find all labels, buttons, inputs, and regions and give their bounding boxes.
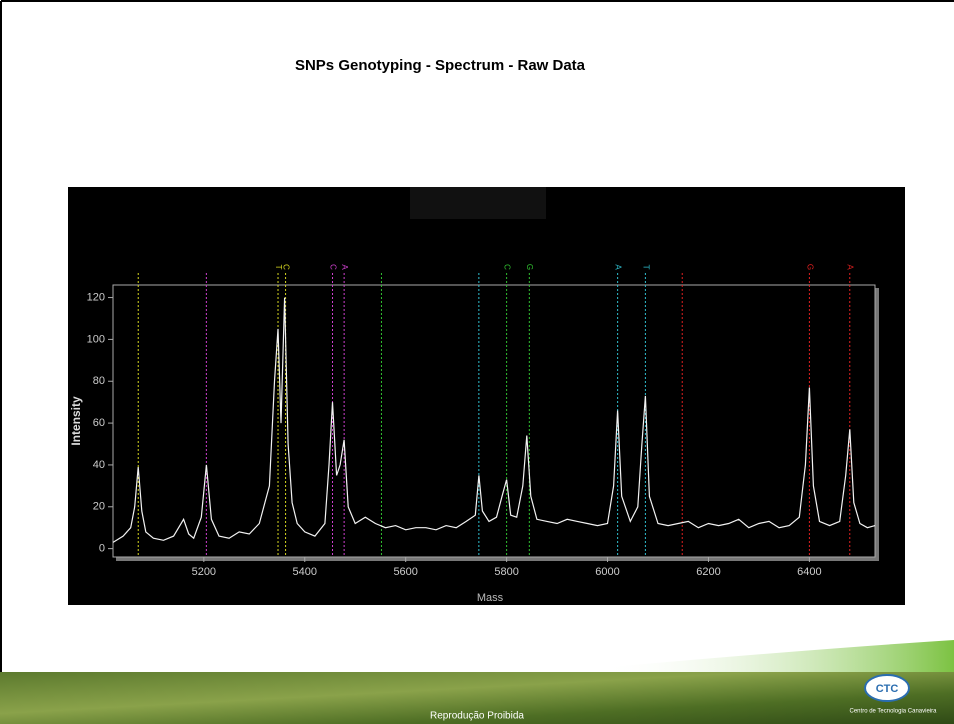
y-tick-label: 60: [93, 417, 105, 429]
redaction: [410, 187, 546, 219]
x-tick-label: 6000: [595, 566, 619, 578]
x-tick-label: 6200: [696, 566, 720, 578]
peak-label: C: [281, 264, 290, 270]
plot-area: [113, 285, 875, 557]
x-tick-label: 6400: [797, 566, 821, 578]
peak-label: C: [328, 264, 337, 270]
y-tick-label: 20: [93, 501, 105, 513]
peak-label: A: [846, 264, 855, 270]
y-axis-label: Intensity: [69, 396, 83, 446]
y-tick-label: 40: [93, 459, 105, 471]
peak-label: A: [614, 264, 623, 270]
peak-label: G: [805, 264, 814, 270]
y-tick-label: 120: [87, 291, 105, 303]
footer-notice: Reprodução Proibida: [430, 711, 524, 722]
y-tick-label: 100: [87, 333, 105, 345]
logo-caption: Centro de Tecnologia Canavieira: [850, 709, 938, 715]
title: SNPs Genotyping - Spectrum - Raw Data: [295, 57, 586, 74]
x-tick-label: 5400: [293, 566, 317, 578]
logo-text: CTC: [876, 683, 899, 695]
x-axis-label: Mass: [477, 592, 504, 604]
x-tick-label: 5200: [192, 566, 216, 578]
peak-label: T: [641, 265, 650, 270]
page: SNPs Genotyping - Spectrum - Raw Data Re…: [0, 0, 954, 724]
y-tick-label: 80: [93, 375, 105, 387]
peak-label: G: [525, 264, 534, 270]
x-tick-label: 5800: [494, 566, 518, 578]
x-tick-label: 5600: [393, 566, 417, 578]
slide: SNPs Genotyping - Spectrum - Raw Data Re…: [0, 0, 954, 724]
peak-label: A: [340, 264, 349, 270]
y-tick-label: 0: [99, 543, 105, 555]
peak-label: C: [503, 264, 512, 270]
